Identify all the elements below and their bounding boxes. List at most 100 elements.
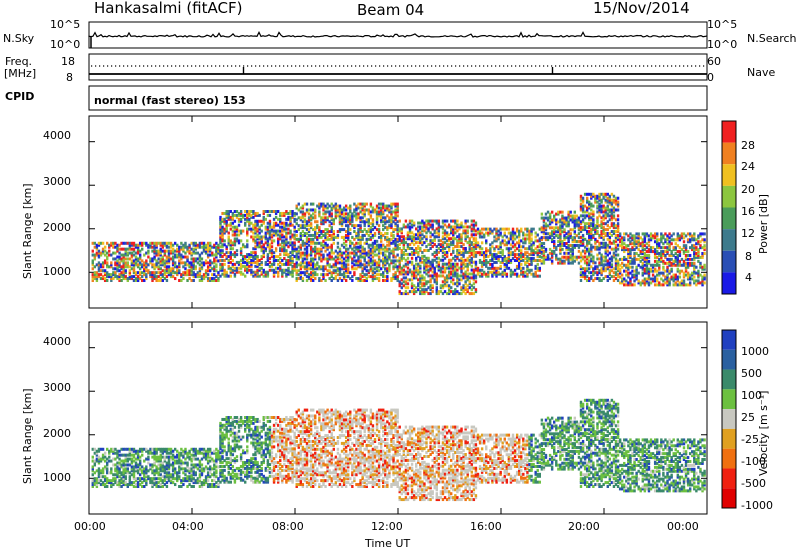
power-echo-cell [157,251,160,255]
velocity-echo-cell [108,481,111,485]
power-echo-cell [239,264,243,268]
power-echo-cell [295,257,298,261]
power-echo-cell [155,241,158,245]
power-echo-cell [114,261,117,265]
velocity-echo-cell [252,464,255,468]
velocity-echo-cell [223,480,226,484]
velocity-echo-cell [361,477,364,481]
power-echo-cell [338,230,342,234]
velocity-echo-cell [188,449,191,453]
velocity-echo-cell [367,457,371,461]
power-echo-cell [221,249,224,253]
power-echo-cell [390,261,393,265]
power-echo-cell [122,259,125,263]
velocity-echo-cell [293,468,296,472]
power-echo-cell [161,259,165,263]
power-echo-cell [186,263,189,267]
velocity-echo-cell [276,472,280,476]
velocity-echo-cell [149,481,152,485]
power-echo-cell [221,268,224,272]
velocity-echo-cell [311,463,315,467]
velocity-echo-cell [384,453,387,457]
power-echo-cell [161,261,165,265]
power-echo-cell [198,257,202,261]
power-echo-cell [344,239,348,243]
power-echo-cell [155,263,158,267]
power-echo-cell [254,225,257,229]
power-echo-cell [266,213,270,217]
xtick: 00:00 [74,520,106,533]
power-echo-cell [246,219,249,223]
velocity-echo-cell [367,414,371,418]
velocity-echo-cell [233,461,237,465]
power-echo-cell [204,243,208,247]
velocity-echo-cell [97,469,101,473]
velocity-echo-cell [215,457,218,461]
velocity-echo-cell [336,475,340,479]
velocity-echo-cell [246,445,249,449]
power-echo-cell [309,245,313,249]
velocity-echo-cell [260,445,263,449]
velocity-echo-cell [112,477,115,481]
velocity-echo-cell [202,483,206,487]
power-echo-cell [266,239,270,243]
power-echo-cell [388,243,391,247]
power-echo-cell [351,235,354,239]
velocity-echo-cell [91,465,94,469]
power-echo-cell [225,272,228,276]
power-echo-cell [347,220,350,224]
power-echo-cell [153,275,156,279]
velocity-echo-cell [371,447,375,451]
velocity-echo-cell [223,433,226,437]
power-echo-cell [340,208,344,212]
power-echo-cell [311,267,315,271]
velocity-echo-cell [270,474,274,478]
power-echo-cell [388,263,391,267]
velocity-echo-cell [322,418,325,422]
power-echo-cell [202,273,206,277]
velocity-echo-cell [136,455,140,459]
power-echo-cell [361,237,364,241]
velocity-echo-cell [165,455,169,459]
velocity-cbar-tick: -1000 [741,499,773,512]
power-echo-cell [122,263,125,267]
power-echo-cell [151,275,154,279]
velocity-echo-cell [384,443,387,447]
velocity-echo-cell [91,447,94,451]
velocity-echo-cell [266,464,270,468]
power-echo-cell [145,261,148,265]
power-echo-cell [103,271,107,275]
velocity-echo-cell [344,439,348,443]
velocity-echo-cell [297,408,300,412]
power-echo-cell [318,279,321,283]
velocity-echo-cell [314,416,317,420]
velocity-echo-cell [246,419,249,423]
power-echo-cell [138,241,142,245]
velocity-echo-cell [225,435,228,439]
power-echo-cell [305,263,309,267]
power-echo-cell [293,227,296,231]
velocity-echo-cell [363,410,366,414]
power-echo-cell [192,279,195,283]
velocity-echo-cell [122,463,125,467]
power-echo-cell [375,220,379,224]
power-echo-cell [357,259,360,263]
velocity-echo-cell [344,481,348,485]
power-echo-cell [309,277,313,281]
power-echo-cell [353,249,356,253]
velocity-echo-cell [256,435,259,439]
velocity-echo-cell [248,461,251,465]
power-echo-cell [171,259,175,263]
power-echo-cell [349,245,352,249]
velocity-echo-cell [285,423,288,427]
power-echo-cell [276,272,280,276]
power-echo-cell [274,223,278,227]
velocity-echo-cell [338,467,342,471]
power-echo-cell [124,277,127,281]
power-echo-cell [351,241,354,245]
power-echo-cell [163,259,167,263]
power-echo-cell [237,239,241,243]
velocity-echo-cell [165,485,169,489]
velocity-echo-cell [204,449,208,453]
power-echo-cell [268,221,272,225]
